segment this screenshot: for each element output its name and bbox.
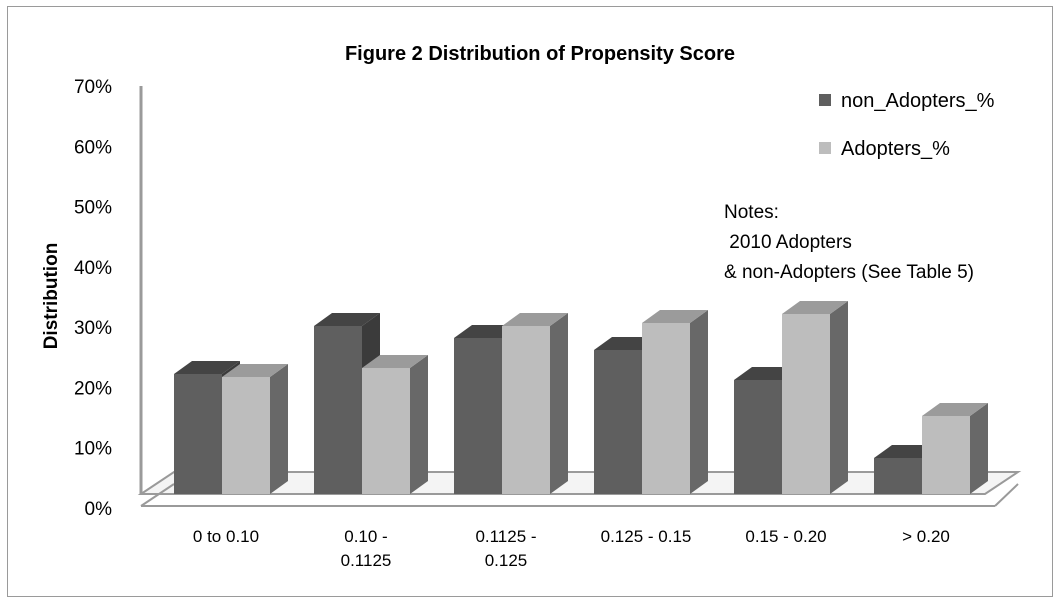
- y-tick-label-70: 70%: [74, 77, 112, 98]
- bar-top: [502, 313, 568, 326]
- x-category-label-0-0: 0 to 0.10: [193, 527, 259, 546]
- bar-front: [734, 380, 782, 494]
- y-axis-label: Distribution: [41, 243, 62, 350]
- y-tick-label-20: 20%: [74, 378, 112, 399]
- bar-adopters-0-10-0-1125: [362, 355, 428, 494]
- x-category-label-4-0: 0.15 - 0.20: [745, 527, 826, 546]
- bar-top: [222, 364, 288, 377]
- bar-front: [454, 338, 502, 494]
- bar-front: [502, 326, 550, 494]
- notes-line-2: & non-Adopters (See Table 5): [724, 262, 974, 283]
- y-tick-label-60: 60%: [74, 137, 112, 158]
- x-category-label-5-0: > 0.20: [902, 527, 950, 546]
- y-tick-label-50: 50%: [74, 198, 112, 219]
- x-axis-right-depth: [994, 483, 1019, 507]
- legend-label-non-adopters: non_Adopters_%: [841, 90, 995, 112]
- bar-top: [362, 355, 428, 368]
- x-category-label-1-1: 0.1125: [341, 551, 392, 570]
- x-axis-left-depth: [140, 483, 175, 507]
- chart-frame: [7, 6, 1053, 597]
- y-tick-label-30: 30%: [74, 318, 112, 339]
- bar-front: [874, 458, 922, 494]
- notes-line-1: 2010 Adopters: [724, 232, 852, 253]
- bar-adopters-0-1125-0-125: [502, 313, 568, 494]
- bars: [174, 301, 988, 494]
- bar-side: [690, 310, 708, 494]
- legend-label-adopters: Adopters_%: [841, 138, 950, 160]
- bar-front: [314, 326, 362, 494]
- bar-adopters-0-125-0-15: [642, 310, 708, 494]
- y-tick-label-10: 10%: [74, 439, 112, 460]
- x-category-label-2-1: 0.125: [485, 551, 528, 570]
- bar-top: [314, 313, 380, 326]
- chart-notes: Notes: 2010 Adopters & non-Adopters (See…: [724, 202, 974, 283]
- bar-top: [642, 310, 708, 323]
- bar-front: [642, 323, 690, 494]
- bar-side: [270, 364, 288, 494]
- x-categories: 0 to 0.10 0.10 - 0.1125 0.1125 - 0.125 0.125 …: [193, 527, 950, 570]
- bar-front: [222, 377, 270, 494]
- legend-swatch-non-adopters: [819, 94, 831, 106]
- notes-heading: Notes:: [724, 202, 779, 223]
- bar-front: [594, 350, 642, 494]
- x-category-label-2-0: 0.1125 -: [475, 527, 536, 546]
- bar-side: [550, 313, 568, 494]
- y-ticks: 0% 10% 20% 30% 40% 50% 60% 70%: [74, 77, 112, 520]
- bar-adopters-0-20: [922, 403, 988, 494]
- legend: non_Adopters_% Adopters_%: [819, 90, 995, 160]
- bar-top: [782, 301, 848, 314]
- x-category-label-3-0: 0.125 - 0.15: [601, 527, 692, 546]
- y-tick-label-0: 0%: [85, 499, 113, 520]
- x-category-label-1-0: 0.10 -: [344, 527, 387, 546]
- bar-side: [830, 301, 848, 494]
- bar-front: [174, 374, 222, 494]
- bar-top: [922, 403, 988, 416]
- bar-top: [174, 361, 240, 374]
- bar-side: [970, 403, 988, 494]
- y-tick-label-40: 40%: [74, 258, 112, 279]
- bar-adopters-0-15-0-20: [782, 301, 848, 494]
- bar-front: [922, 416, 970, 494]
- bar-front: [782, 314, 830, 494]
- bar-adopters-0-to-0-10: [222, 364, 288, 494]
- bar-side: [410, 355, 428, 494]
- chart-title: Figure 2 Distribution of Propensity Scor…: [345, 43, 735, 65]
- legend-swatch-adopters: [819, 142, 831, 154]
- bar-front: [362, 368, 410, 494]
